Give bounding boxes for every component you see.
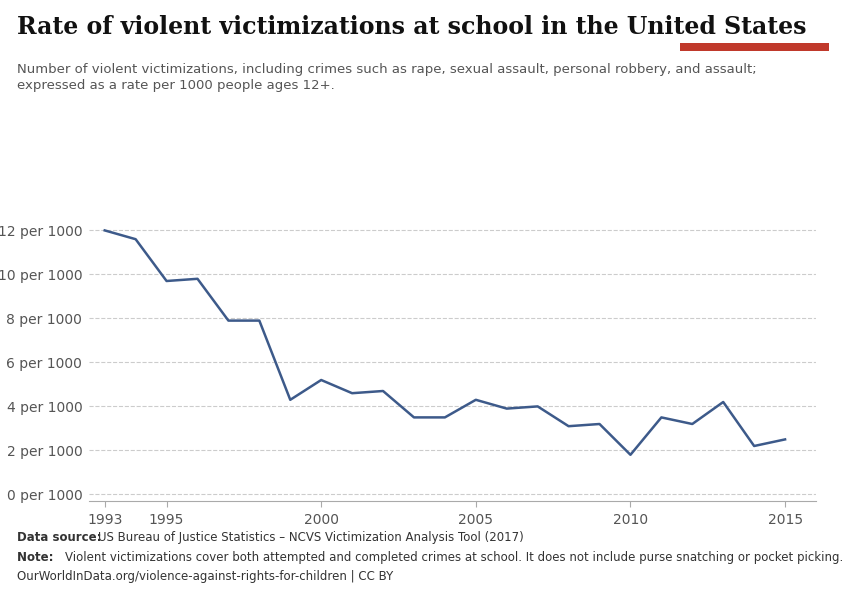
Text: Note:: Note: (17, 551, 58, 564)
Text: Number of violent victimizations, including crimes such as rape, sexual assault,: Number of violent victimizations, includ… (17, 63, 756, 76)
Text: Data source:: Data source: (17, 531, 105, 544)
Text: expressed as a rate per 1000 people ages 12+.: expressed as a rate per 1000 people ages… (17, 79, 335, 92)
Text: US Bureau of Justice Statistics – NCVS Victimization Analysis Tool (2017): US Bureau of Justice Statistics – NCVS V… (98, 531, 524, 544)
Text: Rate of violent victimizations at school in the United States: Rate of violent victimizations at school… (17, 15, 807, 39)
Text: Our World: Our World (722, 14, 786, 23)
Text: in Data: in Data (732, 27, 777, 37)
Bar (680, 43, 829, 51)
Text: Violent victimizations cover both attempted and completed crimes at school. It d: Violent victimizations cover both attemp… (65, 551, 843, 564)
Text: OurWorldInData.org/violence-against-rights-for-children | CC BY: OurWorldInData.org/violence-against-righ… (17, 570, 394, 583)
